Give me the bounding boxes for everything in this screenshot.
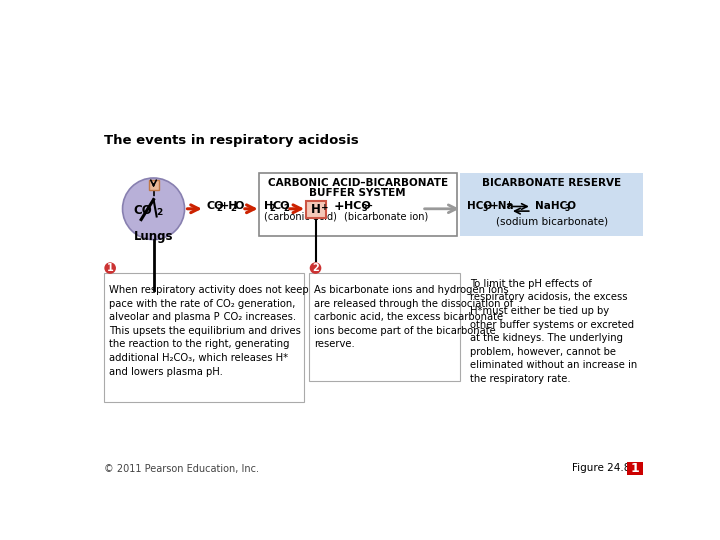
FancyBboxPatch shape [104,273,304,402]
Text: 2: 2 [284,204,289,213]
Text: The events in respiratory acidosis: The events in respiratory acidosis [104,134,359,147]
Text: As bicarbonate ions and hydrogen ions
are released through the dissociation of
c: As bicarbonate ions and hydrogen ions ar… [314,285,513,349]
Text: (sodium bicarbonate): (sodium bicarbonate) [496,217,608,227]
Text: 1: 1 [631,462,639,475]
Text: +H: +H [220,201,239,212]
FancyBboxPatch shape [627,462,642,475]
Text: H: H [311,203,321,216]
Text: CARBONIC ACID–BICARBONATE: CARBONIC ACID–BICARBONATE [268,178,448,187]
Text: © 2011 Pearson Education, Inc.: © 2011 Pearson Education, Inc. [104,464,259,474]
Circle shape [104,262,116,274]
Circle shape [122,178,184,240]
Text: +Na: +Na [490,201,515,212]
FancyBboxPatch shape [461,173,644,236]
Text: BICARBONATE RESERVE: BICARBONATE RESERVE [482,178,621,188]
Text: When respiratory activity does not keep
pace with the rate of CO₂ generation,
al: When respiratory activity does not keep … [109,285,308,376]
FancyBboxPatch shape [306,201,326,218]
Text: H: H [264,201,273,212]
Text: 3: 3 [564,204,570,213]
Text: O: O [234,201,243,212]
Text: −: − [486,201,493,210]
Text: 3: 3 [482,204,487,213]
Text: BUFFER SYSTEM: BUFFER SYSTEM [310,187,406,198]
Text: (carbonic acid): (carbonic acid) [264,212,336,221]
Text: NaHCO: NaHCO [535,201,576,212]
Text: 3: 3 [361,204,367,213]
Text: +: + [333,200,344,213]
Text: 2: 2 [269,204,275,213]
Text: To limit the pH effects of
respiratory acidosis, the excess
H*must either be tie: To limit the pH effects of respiratory a… [469,279,637,384]
Text: Lungs: Lungs [134,230,174,243]
Text: +: + [505,200,512,208]
FancyBboxPatch shape [310,273,461,381]
Text: 2: 2 [216,204,222,213]
Text: CO: CO [206,201,224,212]
Text: 2: 2 [230,204,236,213]
Text: 2: 2 [312,263,319,273]
FancyBboxPatch shape [148,179,158,190]
Text: +: + [321,202,328,212]
Text: 2: 2 [157,208,163,217]
Text: (bicarbonate ion): (bicarbonate ion) [344,212,428,221]
Circle shape [310,262,321,274]
Text: CO: CO [273,201,290,212]
Text: −: − [365,201,373,211]
Text: HCO: HCO [467,201,492,212]
Text: CO: CO [133,204,152,217]
Text: 1: 1 [107,263,114,273]
Text: Figure 24.8: Figure 24.8 [572,463,631,473]
Text: HCO: HCO [344,201,371,212]
FancyBboxPatch shape [259,173,456,236]
